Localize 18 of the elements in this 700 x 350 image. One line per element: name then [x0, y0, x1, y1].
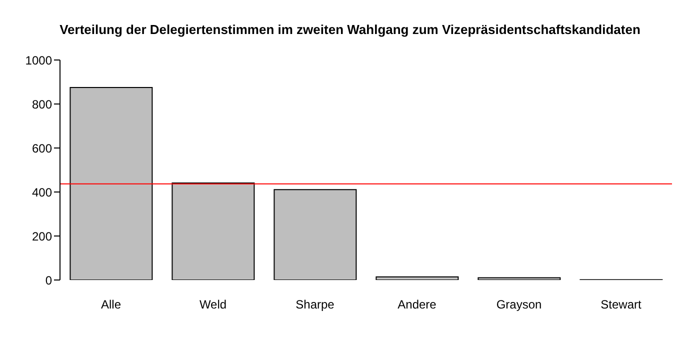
y-tick-label: 0 [45, 273, 52, 288]
x-tick-label: Weld [199, 298, 227, 312]
y-tick-label: 400 [32, 185, 52, 200]
y-tick-label: 1000 [25, 53, 52, 68]
y-tick-label: 600 [32, 141, 52, 156]
bar [274, 189, 357, 280]
y-tick-label: 200 [32, 229, 52, 244]
x-tick-label: Stewart [600, 298, 642, 312]
bar [478, 277, 561, 280]
bar [376, 276, 459, 280]
x-tick-label: Andere [398, 298, 437, 312]
x-tick-label: Sharpe [296, 298, 335, 312]
y-tick-label: 800 [32, 97, 52, 112]
x-tick-label: Grayson [496, 298, 542, 312]
bar [70, 87, 153, 280]
chart-title: Verteilung der Delegiertenstimmen im zweiten Wahlgang zum Vizepräsidentschaftskandidaten [58, 22, 642, 37]
bar [172, 182, 255, 280]
x-tick-label: Alle [100, 298, 122, 312]
